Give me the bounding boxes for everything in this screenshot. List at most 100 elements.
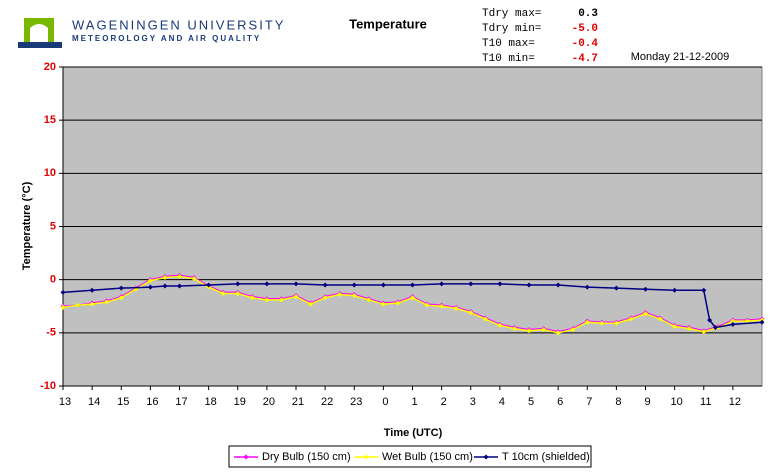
x-tick-label: 12 [729,396,741,408]
point [177,273,182,279]
point [643,311,648,317]
point [308,301,314,307]
point [322,282,328,288]
point [707,317,713,323]
point [584,284,590,290]
point [643,286,648,292]
point [526,328,532,334]
point [439,303,445,309]
point [351,293,357,299]
point [322,295,328,301]
point [584,319,590,325]
point [468,281,474,287]
x-tick-label: 16 [146,396,158,408]
point [220,290,226,296]
y-tick-label: 5 [50,220,56,232]
legend-marker [363,454,369,460]
point [541,327,547,333]
y-tick-label: 20 [44,61,56,73]
point [278,297,284,303]
stat-label: T10 min= [482,53,535,65]
legend: Dry Bulb (150 cm) Wet Bulb (150 cm) T 10cm… [228,445,592,468]
point [701,287,707,293]
stat-label: T10 max= [482,38,535,50]
point [162,283,168,289]
point [712,325,718,331]
point [118,295,124,301]
point [453,305,459,311]
x-tick-label: 22 [321,396,333,408]
stat-label: Tdry min= [482,23,541,35]
x-tick-label: 3 [470,396,476,408]
point [177,283,182,289]
point [206,282,212,288]
y-tick-label: -5 [46,327,56,339]
x-tick-label: 1 [411,396,417,408]
point [497,281,503,287]
x-tick-label: 15 [117,396,129,408]
x-tick-label: 8 [615,396,621,408]
department: METEOROLOGY AND AIR QUALITY [72,34,261,43]
point [89,301,95,307]
y-tick-label: 10 [44,167,56,179]
stat-value: 0.3 [578,8,598,20]
x-tick-label: 7 [586,396,592,408]
point [118,285,124,291]
point [497,322,503,328]
x-tick-label: 10 [671,396,683,408]
series-line [62,283,763,329]
stat-value: -4.7 [572,53,598,65]
x-tick-label: 14 [88,396,100,408]
legend-marker [243,454,249,460]
x-tick-label: 9 [644,396,650,408]
point [410,282,415,288]
x-tick-label: 2 [441,396,447,408]
point [555,282,561,288]
x-tick-label: 4 [499,396,505,408]
point [468,310,474,316]
logo [18,14,62,50]
x-axis-title: Time (UTC) [384,427,443,439]
y-tick-label: 15 [44,114,56,126]
point [264,297,270,303]
stat-label: Tdry max= [482,8,541,20]
y-tick-label: 0 [50,274,56,286]
y-axis-title: Temperature (°C) [21,181,33,270]
point [249,295,255,301]
stat-value: -0.4 [572,38,599,50]
point [526,282,532,288]
point [293,281,299,287]
point [293,294,299,300]
legend-label: Wet Bulb (150 cm) [382,451,473,463]
point [730,321,736,327]
legend-label: Dry Bulb (150 cm) [262,451,351,463]
point [439,281,445,287]
x-tick-label: 6 [557,396,563,408]
x-tick-label: 20 [263,396,275,408]
point [613,285,619,291]
point [686,326,692,332]
point [60,289,66,295]
point [701,329,707,335]
point [672,287,678,293]
point [351,282,357,288]
point [366,297,372,303]
date: Monday 21-12-2009 [631,51,729,63]
point [672,323,678,329]
point [235,281,241,287]
point [75,302,81,308]
point [380,282,386,288]
point [191,276,197,282]
legend-marker [483,454,489,460]
stat-value: -5.0 [572,23,598,35]
y-tick-label: -10 [40,380,56,392]
x-tick-label: 5 [528,396,534,408]
point [60,304,66,310]
point [482,316,488,322]
x-tick-label: 23 [350,396,362,408]
point [657,316,663,322]
x-tick-label: 17 [175,396,187,408]
x-tick-label: 13 [59,396,71,408]
point [162,275,168,281]
